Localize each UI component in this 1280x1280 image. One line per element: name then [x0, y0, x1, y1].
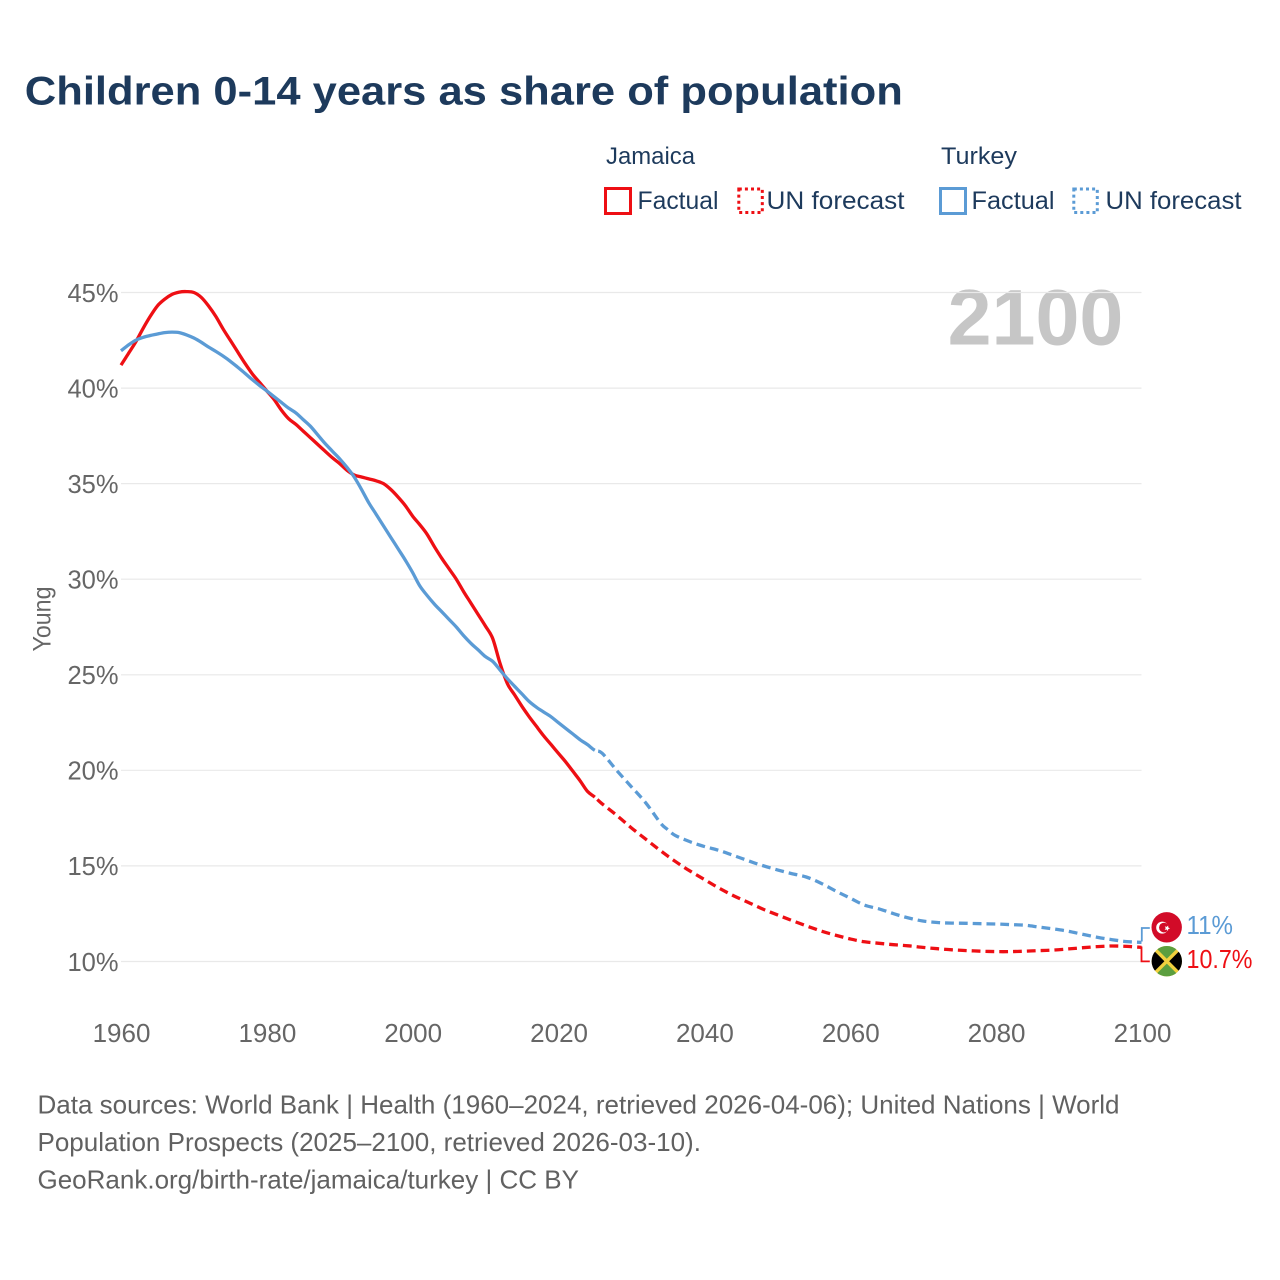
- svg-text:Turkey: Turkey: [941, 143, 1017, 170]
- svg-text:Factual: Factual: [638, 187, 719, 215]
- svg-text:20%: 20%: [67, 758, 118, 786]
- svg-text:45%: 45%: [67, 280, 118, 308]
- svg-text:25%: 25%: [67, 662, 118, 690]
- svg-text:Young: Young: [29, 587, 57, 652]
- svg-text:2020: 2020: [530, 1018, 588, 1048]
- svg-text:2080: 2080: [968, 1018, 1026, 1048]
- svg-text:2100: 2100: [1114, 1018, 1172, 1048]
- svg-text:GeoRank.org/birth-rate/jamaica: GeoRank.org/birth-rate/jamaica/turkey | …: [38, 1165, 579, 1195]
- svg-text:2000: 2000: [384, 1018, 442, 1048]
- svg-text:35%: 35%: [67, 471, 118, 499]
- svg-text:1960: 1960: [93, 1018, 151, 1048]
- svg-text:Jamaica: Jamaica: [606, 143, 696, 170]
- svg-text:UN forecast: UN forecast: [767, 187, 905, 215]
- svg-text:15%: 15%: [67, 853, 118, 881]
- svg-text:10.7%: 10.7%: [1187, 946, 1253, 974]
- svg-text:UN forecast: UN forecast: [1106, 187, 1242, 215]
- svg-text:30%: 30%: [67, 567, 118, 595]
- svg-text:10%: 10%: [67, 949, 118, 977]
- svg-text:1980: 1980: [238, 1018, 296, 1048]
- svg-text:Children 0-14 years as share o: Children 0-14 years as share of populati…: [25, 70, 903, 114]
- svg-text:Population Prospects (2025–210: Population Prospects (2025–2100, retriev…: [38, 1127, 701, 1157]
- svg-text:40%: 40%: [67, 375, 118, 403]
- svg-text:2100: 2100: [948, 273, 1124, 362]
- svg-text:Factual: Factual: [972, 187, 1055, 215]
- svg-text:2040: 2040: [676, 1018, 734, 1048]
- svg-text:2060: 2060: [822, 1018, 880, 1048]
- svg-text:Data sources: World Bank | Hea: Data sources: World Bank | Health (1960–…: [38, 1089, 1120, 1119]
- svg-text:11%: 11%: [1187, 912, 1234, 940]
